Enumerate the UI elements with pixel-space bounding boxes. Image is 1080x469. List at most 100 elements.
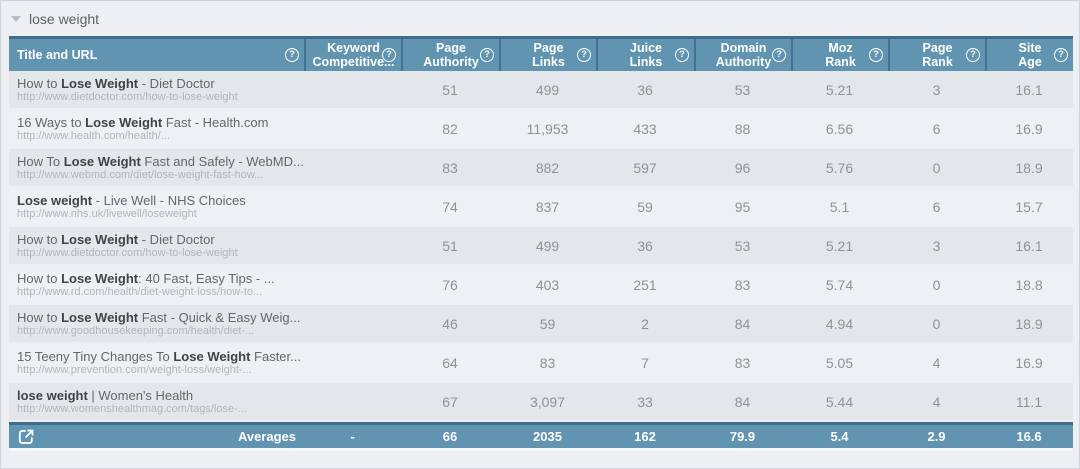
cell-site-age: 16.1 — [1015, 237, 1043, 254]
cell-page-authority: 51 — [442, 237, 458, 254]
cell-juice-links: 7 — [641, 354, 649, 371]
help-icon[interactable]: ? — [480, 48, 494, 62]
result-title-link[interactable]: How to Lose Weight - Diet Doctor — [17, 75, 215, 91]
keyword-group-label: lose weight — [29, 10, 100, 27]
help-icon[interactable]: ? — [1054, 48, 1068, 62]
cell-page-authority: 74 — [442, 198, 458, 215]
cell-moz-rank: 6.56 — [825, 120, 854, 137]
result-title-link[interactable]: lose weight | Women's Health — [17, 387, 194, 403]
cell-page-authority: 82 — [442, 120, 458, 137]
result-url: http://www.womenshealthmag.com/tags/lose… — [17, 402, 247, 415]
cell-page-rank: 0 — [932, 159, 941, 176]
cell-domain-authority: 84 — [734, 315, 751, 332]
result-title-link[interactable]: How To Lose Weight Fast and Safely - Web… — [17, 153, 304, 169]
cell-page-authority: 76 — [442, 276, 458, 293]
table-row: How to Lose Weight - Diet Doctor http://… — [9, 227, 1073, 264]
table-row: 16 Ways to Lose Weight Fast - Health.com… — [9, 110, 1073, 147]
table-header-row: Title and URL ? Keyword Competitive... ?… — [9, 36, 1073, 71]
cell-juice-links: 597 — [633, 159, 657, 176]
table-row: Lose weight - Live Well - NHS Choices ht… — [9, 188, 1073, 225]
cell-moz-rank: 5.21 — [825, 81, 854, 98]
cell-domain-authority: 53 — [734, 237, 751, 254]
avg-site-age: 16.6 — [1016, 429, 1042, 444]
help-icon[interactable]: ? — [869, 48, 883, 62]
column-header-keyword-competitiveness: Keyword Competitive... ? — [304, 39, 401, 71]
help-icon[interactable]: ? — [675, 48, 689, 62]
column-header-juice-links: Juice Links ? — [596, 39, 694, 71]
avg-page-authority: 66 — [442, 429, 458, 444]
cell-site-age: 16.1 — [1015, 81, 1043, 98]
column-header-moz-rank: Moz Rank ? — [791, 39, 888, 71]
cell-domain-authority: 83 — [734, 354, 751, 371]
result-title-link[interactable]: How to Lose Weight - Diet Doctor — [17, 231, 215, 247]
cell-site-age: 11.1 — [1015, 393, 1043, 410]
cell-juice-links: 36 — [637, 81, 653, 98]
result-title-link[interactable]: How to Lose Weight Fast - Quick & Easy W… — [17, 309, 301, 325]
avg-page-links: 2035 — [533, 429, 562, 444]
help-icon[interactable]: ? — [285, 48, 299, 62]
cell-page-rank: 6 — [932, 120, 941, 137]
cell-site-age: 18.9 — [1015, 315, 1043, 332]
cell-page-authority: 51 — [442, 81, 458, 98]
cell-moz-rank: 5.76 — [825, 159, 854, 176]
column-header-title-url: Title and URL ? — [9, 39, 304, 71]
result-url: http://www.prevention.com/weight-loss/we… — [17, 363, 252, 376]
cell-moz-rank: 5.05 — [825, 354, 854, 371]
help-icon[interactable]: ? — [966, 48, 980, 62]
cell-moz-rank: 5.21 — [825, 237, 854, 254]
cell-domain-authority: 53 — [734, 81, 751, 98]
help-icon[interactable]: ? — [382, 48, 396, 62]
export-icon — [18, 429, 34, 444]
keyword-group-toggle[interactable]: lose weight — [1, 1, 1079, 36]
cell-page-authority: 46 — [442, 315, 458, 332]
avg-keyword-competitiveness: - — [350, 429, 355, 444]
cell-moz-rank: 5.44 — [825, 393, 854, 410]
cell-moz-rank: 5.74 — [825, 276, 854, 293]
export-button[interactable] — [9, 425, 43, 448]
cell-juice-links: 33 — [637, 393, 653, 410]
table-row: 15 Teeny Tiny Changes To Lose Weight Fas… — [9, 344, 1073, 381]
column-header-site-age: Site Age ? — [985, 39, 1073, 71]
collapse-caret-icon — [11, 15, 21, 22]
result-title-link[interactable]: Lose weight - Live Well - NHS Choices — [17, 192, 246, 208]
cell-page-rank: 0 — [932, 276, 941, 293]
cell-page-rank: 4 — [932, 393, 941, 410]
cell-page-links: 882 — [535, 159, 560, 176]
averages-label: Averages — [237, 429, 296, 444]
result-url: http://www.nhs.uk/livewell/loseweight — [17, 207, 197, 220]
column-header-domain-authority: Domain Authority ? — [694, 39, 791, 71]
cell-page-links: 837 — [535, 198, 560, 215]
cell-site-age: 18.8 — [1015, 276, 1043, 293]
table-row: lose weight | Women's Health http://www.… — [9, 383, 1073, 420]
cell-page-links: 499 — [535, 81, 560, 98]
results-table: Title and URL ? Keyword Competitive... ?… — [9, 36, 1073, 451]
cell-domain-authority: 88 — [734, 120, 751, 137]
table-row: How to Lose Weight Fast - Quick & Easy W… — [9, 305, 1073, 342]
cell-domain-authority: 95 — [734, 198, 751, 215]
help-icon[interactable]: ? — [577, 48, 591, 62]
cell-juice-links: 433 — [633, 120, 657, 137]
cell-site-age: 16.9 — [1015, 120, 1043, 137]
cell-page-links: 499 — [535, 237, 560, 254]
cell-page-rank: 6 — [932, 198, 941, 215]
cell-page-links: 403 — [535, 276, 560, 293]
result-url: http://www.goodhousekeeping.com/health/d… — [17, 324, 255, 337]
cell-page-authority: 67 — [442, 393, 458, 410]
result-title-link[interactable]: 16 Ways to Lose Weight Fast - Health.com — [17, 114, 269, 130]
cell-page-authority: 83 — [442, 159, 458, 176]
result-url: http://www.webmd.com/diet/lose-weight-fa… — [17, 168, 264, 181]
cell-site-age: 15.7 — [1015, 198, 1043, 215]
avg-juice-links: 162 — [634, 429, 656, 444]
column-header-page-authority: Page Authority ? — [401, 39, 499, 71]
cell-domain-authority: 96 — [734, 159, 751, 176]
cell-site-age: 18.9 — [1015, 159, 1043, 176]
result-title-link[interactable]: 15 Teeny Tiny Changes To Lose Weight Fas… — [17, 348, 301, 364]
result-url: http://www.dietdoctor.com/how-to-lose-we… — [17, 246, 238, 259]
help-icon[interactable]: ? — [772, 48, 786, 62]
table-row: How to Lose Weight: 40 Fast, Easy Tips -… — [9, 266, 1073, 303]
avg-moz-rank: 5.4 — [830, 429, 849, 444]
cell-juice-links: 2 — [641, 315, 649, 332]
cell-page-authority: 64 — [442, 354, 458, 371]
result-title-link[interactable]: How to Lose Weight: 40 Fast, Easy Tips -… — [17, 270, 275, 286]
avg-page-rank: 2.9 — [927, 429, 946, 444]
